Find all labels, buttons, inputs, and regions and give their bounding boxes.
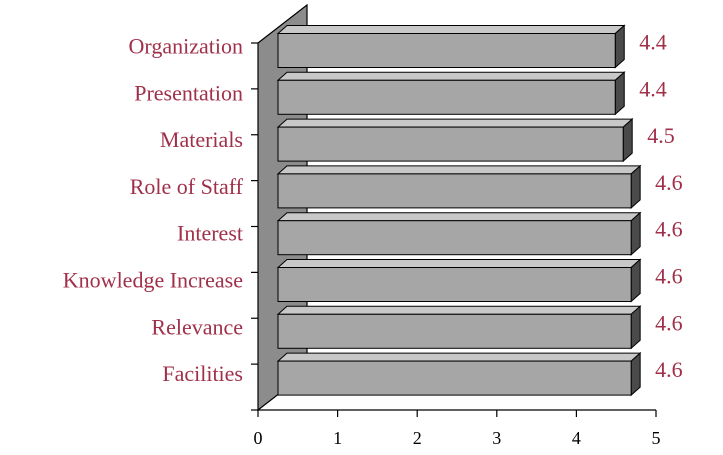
bar — [276, 211, 642, 256]
bar — [276, 351, 642, 397]
bar-top-face — [276, 259, 642, 268]
bar-front-face — [277, 220, 632, 256]
bar-top-face — [276, 305, 642, 315]
category-label: Role of Staff — [130, 174, 244, 199]
bar — [276, 71, 626, 116]
bar — [276, 117, 634, 163]
data-label: 4.6 — [655, 264, 683, 289]
bar-front-face — [277, 173, 632, 209]
bar-side-face — [614, 24, 625, 69]
bar-side-face — [630, 164, 641, 210]
data-label: 4.5 — [647, 123, 675, 148]
data-label: 4.6 — [655, 170, 683, 195]
bar-side-face — [630, 305, 641, 350]
x-tick-label: 2 — [413, 428, 422, 448]
bar-top-face — [276, 165, 642, 175]
x-tick-label: 5 — [652, 428, 661, 448]
x-tick-label: 3 — [492, 428, 501, 448]
bar — [276, 24, 626, 69]
bar-top-face — [276, 25, 626, 34]
data-label: 4.4 — [639, 76, 667, 101]
bar-top-face — [276, 212, 642, 222]
category-label: Facilities — [162, 361, 243, 386]
bars — [276, 24, 642, 397]
bar-front-face — [277, 33, 616, 68]
category-label: Interest — [177, 221, 243, 246]
x-tick-label: 4 — [572, 428, 581, 448]
category-label: Materials — [160, 127, 243, 152]
category-label: Organization — [129, 34, 243, 59]
x-tick-label: 1 — [333, 428, 342, 448]
bar-side-face — [622, 117, 633, 163]
value-axis — [251, 42, 657, 417]
labels: 0 1 2 3 4 5 Organization 4.4 Presentation 4.4 Mate… — [63, 30, 683, 449]
category-label: Knowledge Increase — [63, 268, 243, 293]
x-tick-label: 0 — [254, 428, 263, 448]
bar-side-face — [630, 351, 641, 397]
bar-top-face — [276, 352, 642, 362]
data-label: 4.6 — [655, 357, 683, 382]
bar-front-face — [277, 126, 624, 162]
category-label: Presentation — [134, 80, 243, 105]
bar-front-face — [277, 313, 632, 349]
category-label: Relevance — [151, 314, 243, 339]
bar — [276, 258, 642, 303]
bar — [276, 305, 642, 350]
bar-top-face — [276, 71, 626, 81]
bar — [276, 164, 642, 210]
bar-top-face — [276, 118, 634, 128]
bar-side-face — [630, 211, 641, 256]
bar-front-face — [277, 79, 616, 115]
data-label: 4.6 — [655, 217, 683, 242]
data-label: 4.4 — [639, 30, 667, 55]
bar-front-face — [277, 267, 632, 302]
bar-front-face — [277, 360, 632, 396]
bar-side-face — [614, 71, 625, 116]
bar-side-face — [630, 258, 641, 303]
data-label: 4.6 — [655, 310, 683, 335]
